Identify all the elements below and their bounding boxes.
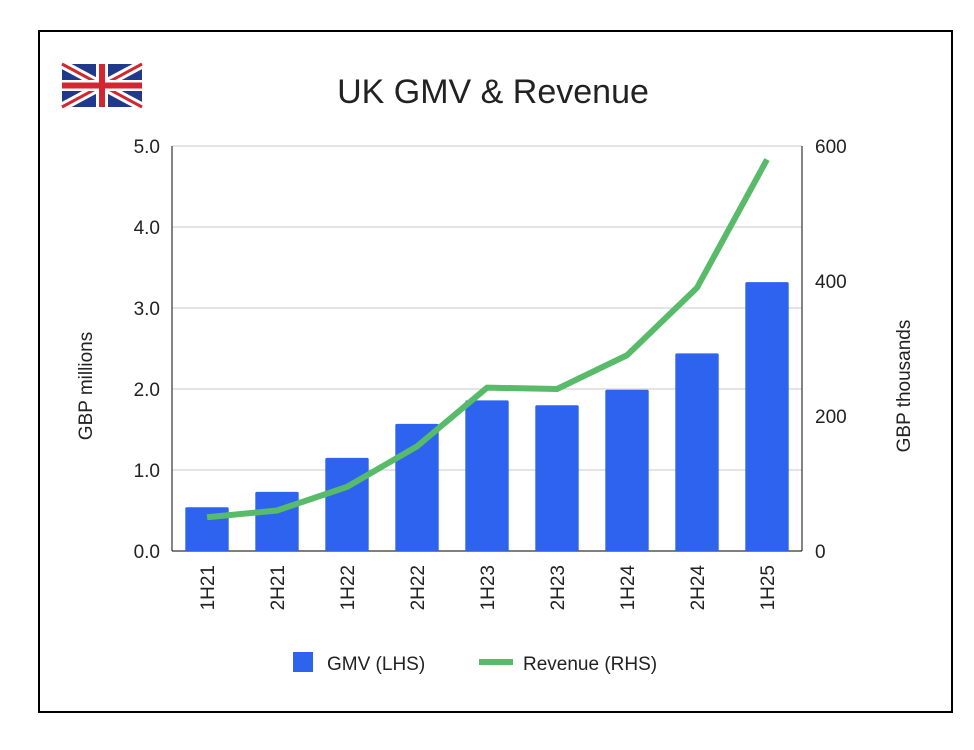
legend-label-gmv: GMV (LHS) bbox=[327, 654, 425, 675]
x-tick-label: 1H25 bbox=[758, 565, 779, 610]
legend-label-revenue: Revenue (RHS) bbox=[523, 654, 657, 675]
gmv-bar bbox=[535, 405, 579, 551]
gmv-bar bbox=[325, 457, 369, 551]
x-tick-label: 1H22 bbox=[338, 565, 359, 610]
gmv-bar bbox=[605, 389, 649, 551]
gmv-bars bbox=[185, 282, 789, 551]
x-tick-label: 1H24 bbox=[618, 565, 639, 611]
right-axis-ticks: 0 200 400 600 bbox=[815, 137, 847, 563]
gmv-bar bbox=[675, 353, 719, 551]
x-axis-ticks: 1H21 2H21 1H22 2H22 1H23 2H23 1H24 2H24 1H25 bbox=[198, 565, 779, 611]
left-tick-label: 1.0 bbox=[134, 461, 160, 482]
x-tick-label: 2H24 bbox=[688, 565, 709, 611]
left-tick-label: 5.0 bbox=[134, 137, 160, 158]
x-tick-label: 1H23 bbox=[478, 565, 499, 610]
right-tick-label: 0 bbox=[815, 542, 826, 563]
legend-swatch-revenue bbox=[479, 659, 513, 665]
gmv-bar bbox=[255, 491, 299, 551]
right-tick-label: 200 bbox=[815, 407, 847, 428]
x-tick-label: 2H22 bbox=[408, 565, 429, 610]
left-tick-label: 4.0 bbox=[134, 218, 160, 239]
left-tick-label: 3.0 bbox=[134, 299, 160, 320]
gmv-bar bbox=[745, 282, 789, 551]
right-axis-label: GBP thousands bbox=[894, 320, 915, 453]
x-tick-label: 2H21 bbox=[268, 565, 289, 610]
x-tick-label: 1H21 bbox=[198, 565, 219, 610]
legend: GMV (LHS) Revenue (RHS) bbox=[293, 652, 657, 675]
right-tick-label: 600 bbox=[815, 137, 847, 158]
revenue-line bbox=[206, 158, 770, 521]
chart-frame bbox=[38, 30, 953, 713]
gmv-bar bbox=[465, 400, 509, 551]
left-tick-label: 2.0 bbox=[134, 380, 160, 401]
left-axis-label: GBP millions bbox=[76, 332, 97, 440]
uk-flag-logo bbox=[59, 60, 145, 111]
chart-title: UK GMV & Revenue bbox=[337, 73, 649, 111]
right-tick-label: 400 bbox=[815, 272, 847, 293]
legend-swatch-gmv bbox=[293, 652, 313, 672]
left-axis-ticks: 0.0 1.0 2.0 3.0 4.0 5.0 bbox=[134, 137, 160, 563]
x-tick-label: 2H23 bbox=[548, 565, 569, 610]
left-tick-label: 0.0 bbox=[134, 542, 160, 563]
revenue-line-path bbox=[206, 158, 770, 521]
